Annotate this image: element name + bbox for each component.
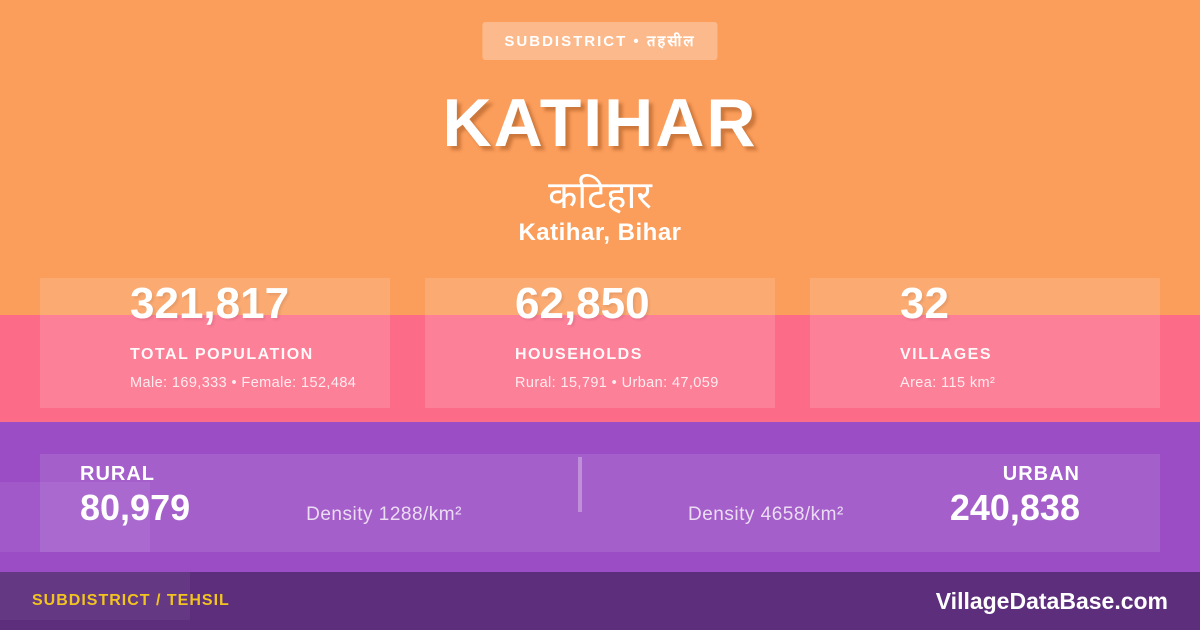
- stat-card-villages: 32 VILLAGES Area: 115 km²: [810, 278, 1160, 408]
- rural-stack: RURAL 80,979: [80, 463, 190, 552]
- rural-density: Density 1288/km²: [306, 504, 462, 525]
- decorative-overlay: [0, 482, 150, 552]
- footer-band: [0, 572, 1200, 630]
- page-title: KATIHAR: [442, 85, 758, 161]
- page-title-hindi: कटिहार: [548, 173, 652, 217]
- rural-label: RURAL: [80, 463, 155, 485]
- stat-detail: Rural: 15,791 • Urban: 47,059: [515, 375, 719, 391]
- footer-type-label: SUBDISTRICT / TEHSIL: [32, 592, 230, 609]
- decorative-overlay-footer: [0, 572, 190, 620]
- stat-label: VILLAGES: [900, 346, 993, 363]
- stat-detail: Area: 115 km²: [900, 375, 996, 391]
- rural-value: 80,979: [80, 487, 191, 528]
- type-badge: SUBDISTRICT • तहसील: [482, 22, 718, 60]
- stat-value: 32: [900, 279, 949, 328]
- rural-urban-panel: RURAL 80,979 Density 1288/km² Density 46…: [40, 454, 1160, 552]
- urban-label: URBAN: [1002, 463, 1080, 485]
- vertical-divider: [578, 457, 582, 512]
- location-subtitle: Katihar, Bihar: [518, 219, 682, 246]
- site-brand: VillageDataBase.com: [935, 587, 1168, 614]
- urban-density: Density 4658/km²: [688, 504, 844, 525]
- stat-label: HOUSEHOLDS: [515, 346, 643, 363]
- rural-section: RURAL 80,979 Density 1288/km²: [40, 454, 578, 552]
- stat-card-households: 62,850 HOUSEHOLDS Rural: 15,791 • Urban:…: [425, 278, 775, 408]
- urban-value: 240,838: [949, 487, 1080, 528]
- urban-stack: URBAN 240,838: [950, 463, 1080, 552]
- orange-band: [0, 0, 1200, 315]
- purple-band: [0, 422, 1200, 572]
- stats-row: 321,817 TOTAL POPULATION Male: 169,333 •…: [40, 278, 1160, 408]
- stat-label: TOTAL POPULATION: [130, 346, 314, 363]
- stat-value: 62,850: [515, 279, 650, 328]
- urban-section: Density 4658/km² URBAN 240,838: [582, 454, 1160, 552]
- stat-value: 321,817: [130, 279, 290, 328]
- footer-bar: SUBDISTRICT / TEHSIL VillageDataBase.com: [0, 572, 1200, 630]
- pink-band: [0, 315, 1200, 422]
- stat-detail: Male: 169,333 • Female: 152,484: [130, 375, 357, 391]
- stat-card-total-population: 321,817 TOTAL POPULATION Male: 169,333 •…: [40, 278, 390, 408]
